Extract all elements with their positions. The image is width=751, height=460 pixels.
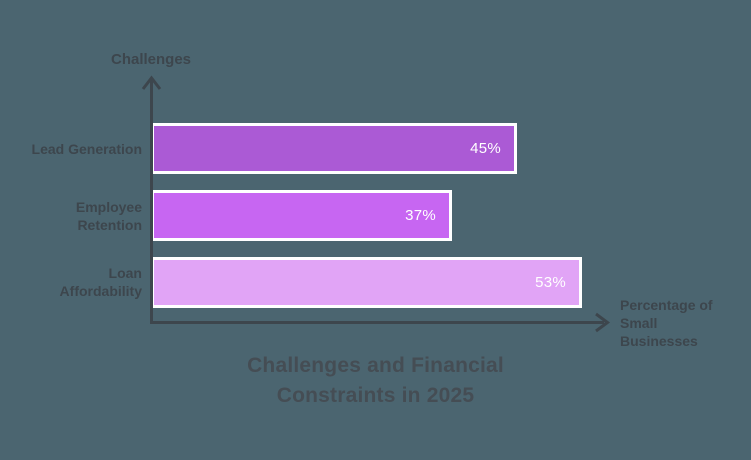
- category-label-employee-retention: Employee Retention: [0, 198, 142, 234]
- x-axis-title-line: Percentage of: [620, 297, 713, 313]
- category-label-line: Affordability: [59, 283, 142, 299]
- bar-value-label: 53%: [535, 274, 566, 291]
- x-axis-arrow-icon: [595, 312, 611, 333]
- category-label-line: Lead Generation: [31, 141, 142, 157]
- y-axis-arrow-icon: [141, 75, 162, 90]
- bar-value-label: 45%: [470, 140, 501, 157]
- category-label-lead-generation: Lead Generation: [0, 140, 142, 158]
- x-axis-title-line: Small: [620, 315, 658, 331]
- chart-title-line: Challenges and Financial: [247, 354, 504, 377]
- y-axis-title: Challenges: [110, 51, 192, 68]
- x-axis-title-line: Businesses: [620, 333, 698, 349]
- category-label-line: Employee: [75, 199, 142, 215]
- bar-lead-generation: 45%: [151, 123, 517, 174]
- bar-loan-affordability: 53%: [151, 257, 582, 308]
- category-label-line: Retention: [77, 217, 142, 233]
- category-label-loan-affordability: Loan Affordability: [0, 264, 142, 300]
- category-label-line: Loan: [108, 265, 142, 281]
- chart-title: Challenges and Financial Constraints in …: [0, 351, 751, 411]
- bar-employee-retention: 37%: [151, 190, 452, 241]
- x-axis-title: Percentage of Small Businesses: [620, 296, 713, 350]
- chart-title-line: Constraints in 2025: [276, 384, 475, 407]
- bar-value-label: 37%: [405, 207, 436, 224]
